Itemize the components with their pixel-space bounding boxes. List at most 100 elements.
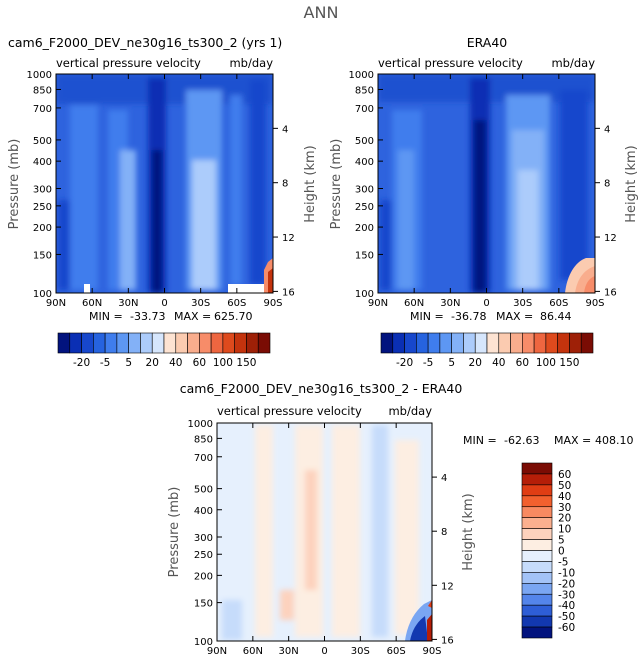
colorbar-box — [427, 332, 441, 354]
y-tick-label: 1000 — [188, 419, 213, 430]
colorbar-label: 50 — [558, 480, 571, 492]
colorbar-box — [521, 462, 553, 475]
colorbar-box — [545, 332, 558, 354]
colorbar-box — [199, 332, 212, 354]
field-lobe — [250, 80, 266, 285]
field-lobe — [380, 200, 392, 290]
y-tick-label: 300 — [33, 185, 52, 196]
colorbar-box — [57, 332, 71, 354]
panel-subtitle-right: mb/day — [229, 56, 273, 70]
axis-right: 16 12 8 4 — [595, 124, 617, 298]
colorbar-label: 150 — [236, 357, 256, 369]
stats-min: -36.78 — [451, 310, 486, 323]
colorbar-box — [521, 583, 553, 595]
y2-tick-label: 4 — [604, 124, 610, 135]
colorbar-box — [104, 332, 118, 354]
colorbar-box — [580, 332, 594, 354]
y2-tick-label: 8 — [604, 179, 610, 190]
colorbar: -20 -5 5 20 40 60 100 150 — [57, 332, 271, 369]
y-tick-label: 150 — [194, 599, 213, 610]
colorbar-box — [521, 495, 553, 508]
colorbar-box — [69, 332, 82, 354]
y-tick-label: 100 — [194, 637, 213, 648]
plot-field — [217, 423, 432, 641]
colorbar-label: 10 — [558, 524, 571, 536]
colorbar-box — [521, 506, 553, 518]
x-tick-label: 90S — [422, 646, 441, 657]
colorbar-box — [521, 615, 553, 628]
y-tick-label: 850 — [33, 85, 52, 96]
y-tick-label: 300 — [194, 533, 213, 544]
colorbar-label: -5 — [423, 357, 433, 369]
colorbar-box — [416, 332, 429, 354]
y-tick-label: 200 — [355, 223, 374, 234]
field-lobe — [58, 200, 70, 290]
y-tick-label: 850 — [355, 85, 374, 96]
colorbar-box — [257, 332, 271, 354]
y2-tick-label: 12 — [441, 581, 454, 592]
diff-lobe — [332, 425, 360, 637]
diff-cold — [410, 616, 428, 641]
panel-title: cam6_F2000_DEV_ne30g16_ts300_2 - ERA40 — [180, 381, 463, 396]
colorbar-box — [521, 528, 553, 540]
x-tick-label: 90S — [263, 298, 282, 309]
y-tick-label: 250 — [355, 202, 374, 213]
field-core — [152, 150, 162, 293]
colorbar-box — [404, 332, 417, 354]
colorbar-box — [163, 332, 177, 354]
plot-field — [56, 74, 273, 293]
y-tick-label: 1000 — [349, 70, 374, 81]
panel-title: cam6_F2000_DEV_ne30g16_ts300_2 (yrs 1) — [8, 35, 282, 50]
diff-lobe — [395, 440, 419, 635]
x-tick-label: 30S — [351, 646, 370, 657]
axis-bottom: 90N 60N 30N 0 30S 60S 90S — [207, 423, 442, 657]
colorbar-box — [521, 561, 553, 573]
x-tick-label: 30S — [191, 298, 210, 309]
x-tick-label: 60S — [549, 298, 568, 309]
axis-bottom: 90N 60N 30N 0 30S 60S 90S — [46, 74, 283, 309]
y-tick-label: 400 — [194, 506, 213, 517]
x-tick-label: 30N — [118, 298, 138, 309]
x-tick-label: 30N — [440, 298, 460, 309]
stats-max-label: MAX = — [554, 434, 591, 447]
colorbar-box — [486, 332, 500, 354]
colorbar-box — [140, 332, 153, 354]
field-lobe — [518, 170, 538, 290]
y2-axis-label: Height (km) — [303, 145, 318, 222]
colorbar-label: -40 — [558, 600, 575, 612]
y2-tick-label: 16 — [604, 287, 617, 298]
y-tick-label: 850 — [194, 434, 213, 445]
colorbar-label: 40 — [169, 357, 182, 369]
y-tick-label: 100 — [355, 289, 374, 300]
y2-axis-label: Height (km) — [624, 145, 639, 222]
colorbar-box — [392, 332, 405, 354]
y-tick-label: 1000 — [27, 70, 52, 81]
field-lobe — [120, 150, 136, 290]
colorbar-box — [128, 332, 141, 354]
x-tick-label: 0 — [321, 646, 327, 657]
y-tick-label: 200 — [33, 223, 52, 234]
stats-min-label: MIN = — [463, 434, 497, 447]
diff-lobe — [305, 470, 317, 590]
colorbar-label: 20 — [469, 357, 482, 369]
colorbar-label: 5 — [558, 535, 565, 547]
colorbar-box — [498, 332, 511, 354]
y-tick-label: 700 — [355, 104, 374, 115]
diff-hot — [427, 614, 432, 641]
colorbar-label: -10 — [558, 567, 575, 579]
colorbar-label: 100 — [536, 357, 556, 369]
colorbar-box — [187, 332, 200, 354]
y-tick-label: 250 — [194, 550, 213, 561]
y2-tick-label: 12 — [604, 233, 617, 244]
colorbar-box — [474, 332, 488, 354]
y-tick-label: 500 — [33, 136, 52, 147]
colorbar-box — [521, 604, 553, 617]
colorbar-label: 100 — [213, 357, 233, 369]
colorbar-box — [569, 332, 582, 354]
colorbar-label: 60 — [193, 357, 206, 369]
panel-obs: ERA40 vertical pressure velocity mb/day … — [329, 35, 639, 369]
colorbar: -20 -5 5 20 40 60 100 150 — [380, 332, 594, 369]
y2-tick-label: 12 — [282, 233, 295, 244]
colorbar-box — [222, 332, 235, 354]
y-tick-label: 500 — [194, 485, 213, 496]
